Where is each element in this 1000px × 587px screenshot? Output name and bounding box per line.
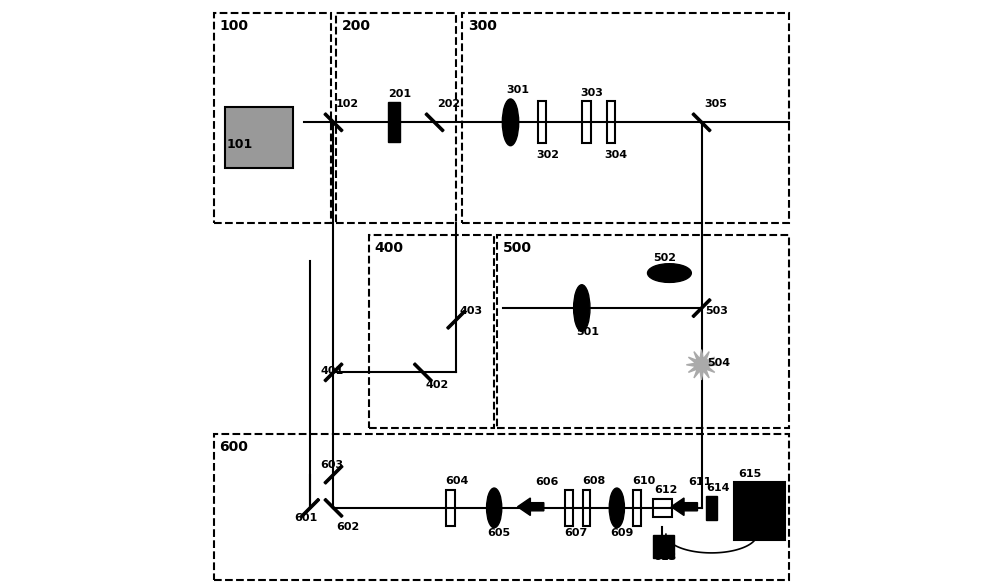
- Text: 304: 304: [604, 150, 627, 160]
- Bar: [734, 481, 785, 540]
- Text: 303: 303: [581, 88, 603, 98]
- Bar: [369, 235, 494, 428]
- Polygon shape: [692, 113, 711, 131]
- Text: 500: 500: [503, 241, 532, 255]
- FancyArrow shape: [518, 498, 544, 515]
- Bar: [633, 490, 641, 526]
- Polygon shape: [413, 363, 432, 382]
- Text: 604: 604: [445, 475, 468, 485]
- Ellipse shape: [574, 285, 590, 332]
- Bar: [565, 490, 573, 526]
- Text: 403: 403: [459, 306, 482, 316]
- Text: 300: 300: [468, 19, 497, 33]
- Text: 613: 613: [653, 552, 676, 562]
- Ellipse shape: [648, 264, 691, 282]
- Bar: [706, 496, 717, 519]
- Text: 102: 102: [335, 99, 358, 109]
- Text: 608: 608: [582, 475, 605, 485]
- Text: 305: 305: [704, 99, 727, 109]
- FancyArrow shape: [671, 498, 697, 515]
- Text: 609: 609: [610, 528, 633, 538]
- Text: 101: 101: [227, 138, 253, 151]
- Text: 501: 501: [576, 328, 599, 338]
- Text: 611: 611: [688, 477, 711, 487]
- Text: 607: 607: [564, 528, 588, 538]
- Text: 301: 301: [506, 86, 529, 96]
- Text: 610: 610: [633, 475, 656, 485]
- Bar: [653, 535, 674, 558]
- Polygon shape: [686, 350, 717, 380]
- Polygon shape: [324, 113, 343, 131]
- Text: 502: 502: [653, 253, 676, 263]
- Text: 503: 503: [706, 306, 729, 316]
- Text: 600: 600: [220, 440, 248, 454]
- Polygon shape: [324, 498, 343, 517]
- Bar: [225, 107, 293, 168]
- Polygon shape: [301, 498, 320, 517]
- Bar: [462, 13, 789, 224]
- Polygon shape: [692, 299, 711, 318]
- Polygon shape: [425, 113, 444, 131]
- Text: 605: 605: [488, 528, 511, 538]
- Polygon shape: [447, 311, 466, 329]
- Bar: [214, 13, 331, 224]
- Bar: [214, 434, 789, 580]
- Text: 601: 601: [294, 512, 318, 522]
- Text: 603: 603: [320, 460, 343, 470]
- Ellipse shape: [502, 99, 519, 146]
- Bar: [653, 498, 672, 517]
- Text: 615: 615: [738, 468, 761, 478]
- Bar: [497, 235, 789, 428]
- Bar: [336, 13, 456, 224]
- Bar: [582, 102, 591, 143]
- Bar: [538, 102, 546, 143]
- Bar: [583, 490, 590, 526]
- Text: 302: 302: [536, 150, 559, 160]
- Ellipse shape: [609, 488, 624, 528]
- Text: 400: 400: [374, 241, 403, 255]
- Text: 602: 602: [336, 522, 360, 532]
- Text: 402: 402: [425, 380, 448, 390]
- Text: 612: 612: [654, 485, 678, 495]
- Text: 201: 201: [388, 89, 411, 99]
- Text: 200: 200: [342, 19, 371, 33]
- Text: 401: 401: [320, 366, 343, 376]
- Bar: [388, 103, 400, 142]
- Text: 614: 614: [706, 483, 730, 493]
- Bar: [446, 490, 455, 526]
- Polygon shape: [324, 465, 343, 484]
- Ellipse shape: [487, 488, 502, 528]
- Text: 202: 202: [437, 99, 460, 109]
- Polygon shape: [324, 363, 343, 382]
- Text: 504: 504: [707, 358, 731, 368]
- Text: 606: 606: [535, 477, 558, 487]
- Text: 100: 100: [220, 19, 249, 33]
- Bar: [607, 102, 615, 143]
